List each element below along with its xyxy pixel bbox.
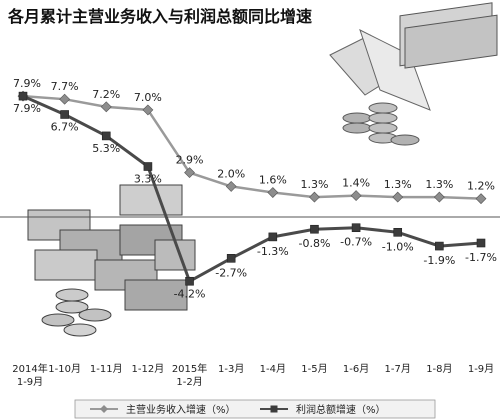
data-point <box>101 131 111 141</box>
data-point <box>225 180 237 192</box>
data-label: 1.3% <box>384 178 412 191</box>
data-label: 5.3% <box>92 142 120 155</box>
money-illustration-top-right <box>329 2 498 146</box>
data-point <box>309 191 320 203</box>
data-label: 1.3% <box>300 178 328 191</box>
data-label: 7.9% <box>13 77 41 90</box>
x-tick-label: 2014年 <box>12 362 47 375</box>
data-point <box>475 193 487 205</box>
data-point <box>60 110 69 119</box>
data-point <box>100 101 112 113</box>
data-point <box>435 241 444 251</box>
legend-marker-0 <box>100 405 108 413</box>
legend-marker-1 <box>270 405 278 413</box>
data-point <box>310 224 319 234</box>
data-label: 3.3% <box>134 173 162 186</box>
data-point <box>226 254 236 263</box>
data-label: -1.3% <box>257 245 289 258</box>
data-label: 7.0% <box>134 91 162 104</box>
x-tick-label: 1-3月 <box>218 363 244 375</box>
x-tick-label: 1-9月 <box>468 363 494 375</box>
data-label: 7.9% <box>13 102 41 115</box>
series-line-1 <box>22 94 482 283</box>
x-tick-label: 1-2月 <box>176 376 202 388</box>
data-point <box>351 223 361 233</box>
data-point <box>184 167 195 179</box>
data-label: -0.8% <box>298 237 330 250</box>
data-label: -2.7% <box>215 266 247 279</box>
data-label: -1.9% <box>423 254 455 267</box>
x-tick-label: 1-9月 <box>17 376 43 388</box>
data-point <box>59 93 71 105</box>
data-label: 2.0% <box>217 167 245 180</box>
data-point <box>18 91 28 101</box>
data-point <box>350 190 362 202</box>
data-label: -1.7% <box>465 251 497 264</box>
data-point <box>476 238 486 248</box>
data-point <box>185 276 194 286</box>
data-point <box>268 232 278 242</box>
x-tick-label: 1-11月 <box>90 363 123 375</box>
x-tick-label: 1-10月 <box>48 363 81 375</box>
x-tick-label: 1-7月 <box>385 363 411 375</box>
data-label: 7.2% <box>92 88 120 101</box>
x-tick-label: 1-4月 <box>260 363 286 375</box>
data-point <box>393 228 403 237</box>
x-tick-label: 1-6月 <box>343 363 369 375</box>
x-tick-label: 1-12月 <box>132 363 165 375</box>
x-tick-label: 2015年 <box>172 362 207 375</box>
data-label: 1.2% <box>467 180 495 193</box>
money-illustration-bottom-left <box>27 184 196 337</box>
data-label: 6.7% <box>51 120 79 133</box>
data-point <box>267 187 279 198</box>
data-label: 1.3% <box>425 178 453 191</box>
x-tick-label: 1-8月 <box>426 363 452 375</box>
data-point <box>433 191 445 203</box>
data-label: -4.2% <box>174 287 206 300</box>
legend-box <box>74 399 436 419</box>
data-label: 1.6% <box>259 174 287 187</box>
x-tick-label: 1-5月 <box>301 363 327 375</box>
data-point <box>143 162 153 171</box>
data-point <box>142 104 154 116</box>
legend-label-0: 主营业务收入增速（%） <box>126 403 236 416</box>
legend-label-1: 利润总额增速（%） <box>296 403 386 416</box>
data-label: -0.7% <box>340 236 372 249</box>
data-label: -1.0% <box>382 240 414 253</box>
data-label: 7.7% <box>51 80 79 93</box>
data-label: 1.4% <box>342 177 370 190</box>
data-label: 2.9% <box>176 154 204 167</box>
series-line-0 <box>22 94 482 200</box>
data-point <box>392 191 404 203</box>
chart-title: 各月累计主营业务收入与利润总额同比增速 <box>7 7 312 26</box>
